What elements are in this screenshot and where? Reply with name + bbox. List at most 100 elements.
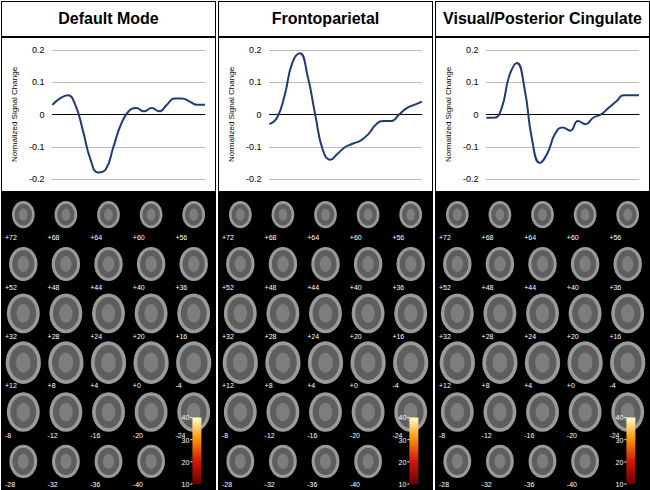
- svg-text:-28: -28: [439, 481, 449, 488]
- svg-text:30: 30: [399, 437, 407, 444]
- svg-text:-28: -28: [5, 481, 15, 488]
- svg-text:-0.2: -0.2: [246, 174, 262, 184]
- svg-text:+24: +24: [307, 333, 319, 340]
- svg-text:+0: +0: [350, 382, 358, 389]
- svg-text:-32: -32: [48, 481, 58, 488]
- svg-text:-12: -12: [48, 432, 58, 439]
- svg-text:-0.2: -0.2: [463, 174, 479, 184]
- svg-text:+44: +44: [524, 284, 536, 291]
- svg-text:+16: +16: [175, 333, 187, 340]
- svg-text:10: 10: [182, 481, 190, 488]
- svg-text:40: 40: [616, 414, 624, 421]
- svg-text:+64: +64: [524, 234, 536, 241]
- svg-text:-8: -8: [222, 432, 228, 439]
- svg-text:+28: +28: [48, 333, 60, 340]
- svg-text:-28: -28: [222, 481, 232, 488]
- svg-text:-4: -4: [609, 382, 615, 389]
- svg-text:-4: -4: [175, 382, 181, 389]
- svg-text:0.2: 0.2: [466, 45, 479, 55]
- svg-text:+8: +8: [482, 382, 490, 389]
- svg-text:+52: +52: [5, 284, 17, 291]
- svg-text:-0.1: -0.1: [246, 142, 262, 152]
- svg-text:+60: +60: [567, 234, 579, 241]
- svg-text:30: 30: [182, 437, 190, 444]
- svg-text:+12: +12: [222, 382, 234, 389]
- svg-text:+16: +16: [392, 333, 404, 340]
- svg-text:+44: +44: [307, 284, 319, 291]
- svg-text:-16: -16: [524, 432, 534, 439]
- svg-text:20: 20: [182, 459, 190, 466]
- svg-text:-36: -36: [90, 481, 100, 488]
- svg-text:+24: +24: [90, 333, 102, 340]
- svg-text:-16: -16: [90, 432, 100, 439]
- svg-text:+68: +68: [48, 234, 60, 241]
- svg-text:-12: -12: [265, 432, 275, 439]
- svg-text:+8: +8: [48, 382, 56, 389]
- svg-text:+44: +44: [90, 284, 102, 291]
- svg-text:40: 40: [399, 414, 407, 421]
- svg-text:+28: +28: [265, 333, 277, 340]
- svg-text:+72: +72: [222, 234, 234, 241]
- svg-text:-0.1: -0.1: [29, 142, 45, 152]
- svg-text:+48: +48: [265, 284, 277, 291]
- svg-text:+32: +32: [222, 333, 234, 340]
- svg-text:-40: -40: [567, 481, 577, 488]
- svg-text:+56: +56: [175, 234, 187, 241]
- svg-text:-36: -36: [307, 481, 317, 488]
- svg-text:-4: -4: [392, 382, 398, 389]
- svg-text:+24: +24: [524, 333, 536, 340]
- svg-text:-12: -12: [482, 432, 492, 439]
- svg-text:0.1: 0.1: [466, 77, 479, 87]
- svg-text:-0.1: -0.1: [463, 142, 479, 152]
- svg-text:30: 30: [616, 437, 624, 444]
- svg-text:+4: +4: [524, 382, 532, 389]
- svg-text:-32: -32: [265, 481, 275, 488]
- svg-text:+20: +20: [350, 333, 362, 340]
- svg-text:+32: +32: [5, 333, 17, 340]
- svg-text:+12: +12: [439, 382, 451, 389]
- svg-text:-8: -8: [439, 432, 445, 439]
- svg-text:0: 0: [473, 110, 478, 120]
- svg-text:+52: +52: [222, 284, 234, 291]
- svg-text:+16: +16: [609, 333, 621, 340]
- svg-text:+32: +32: [439, 333, 451, 340]
- svg-text:0: 0: [256, 110, 261, 120]
- svg-text:+8: +8: [265, 382, 273, 389]
- svg-text:-16: -16: [307, 432, 317, 439]
- svg-text:+48: +48: [48, 284, 60, 291]
- svg-text:+12: +12: [5, 382, 17, 389]
- svg-text:+40: +40: [567, 284, 579, 291]
- svg-text:+20: +20: [133, 333, 145, 340]
- svg-text:+40: +40: [350, 284, 362, 291]
- svg-text:0.1: 0.1: [249, 77, 262, 87]
- svg-text:0.2: 0.2: [249, 45, 262, 55]
- svg-text:+68: +68: [265, 234, 277, 241]
- svg-text:+20: +20: [567, 333, 579, 340]
- svg-text:+36: +36: [175, 284, 187, 291]
- svg-text:-40: -40: [350, 481, 360, 488]
- svg-text:+0: +0: [567, 382, 575, 389]
- svg-text:Normalized Signal Change: Normalized Signal Change: [444, 66, 453, 162]
- svg-text:-20: -20: [133, 432, 143, 439]
- svg-text:+4: +4: [307, 382, 315, 389]
- svg-text:Normalized Signal Change: Normalized Signal Change: [10, 66, 19, 162]
- svg-text:+56: +56: [609, 234, 621, 241]
- svg-text:40: 40: [182, 414, 190, 421]
- svg-text:+28: +28: [482, 333, 494, 340]
- svg-text:0.2: 0.2: [32, 45, 45, 55]
- svg-text:0.1: 0.1: [32, 77, 45, 87]
- svg-text:+64: +64: [307, 234, 319, 241]
- svg-text:+56: +56: [392, 234, 404, 241]
- svg-text:-8: -8: [5, 432, 11, 439]
- svg-text:10: 10: [616, 481, 624, 488]
- svg-text:+72: +72: [5, 234, 17, 241]
- svg-text:+72: +72: [439, 234, 451, 241]
- svg-text:+68: +68: [482, 234, 494, 241]
- svg-text:+0: +0: [133, 382, 141, 389]
- svg-text:+60: +60: [133, 234, 145, 241]
- svg-text:+48: +48: [482, 284, 494, 291]
- svg-text:-32: -32: [482, 481, 492, 488]
- svg-text:Normalized Signal Change: Normalized Signal Change: [227, 66, 236, 162]
- svg-text:-0.2: -0.2: [29, 174, 45, 184]
- svg-text:+36: +36: [609, 284, 621, 291]
